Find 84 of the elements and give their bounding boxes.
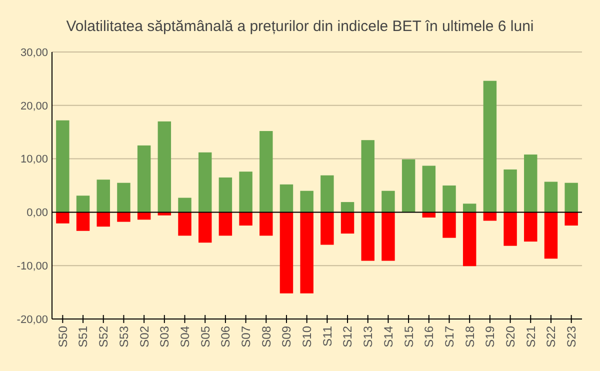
x-tick-label: S52 bbox=[96, 326, 111, 348]
bar bbox=[320, 175, 334, 212]
x-tick-label: S19 bbox=[483, 326, 498, 348]
bar bbox=[402, 159, 416, 212]
bar bbox=[76, 212, 90, 231]
bar bbox=[382, 212, 395, 261]
bar bbox=[340, 212, 354, 234]
bar bbox=[462, 212, 476, 266]
bar bbox=[218, 212, 232, 236]
y-tick-label: -10,00 bbox=[16, 260, 48, 272]
bar bbox=[320, 212, 334, 245]
bar bbox=[504, 212, 517, 246]
bar bbox=[544, 182, 558, 212]
x-tick-label: S14 bbox=[381, 326, 396, 348]
bar bbox=[280, 184, 294, 212]
bar bbox=[117, 212, 130, 222]
x-tick-label: S53 bbox=[116, 326, 131, 348]
bar bbox=[137, 212, 151, 220]
y-tick-label: 30,00 bbox=[20, 46, 48, 59]
bar bbox=[178, 198, 192, 212]
bar bbox=[422, 166, 436, 212]
bar bbox=[260, 131, 273, 212]
x-tick-label: S17 bbox=[442, 326, 456, 348]
x-tick-label: S04 bbox=[178, 326, 192, 348]
x-tick-label: S02 bbox=[137, 326, 152, 348]
bar bbox=[76, 196, 90, 212]
bar bbox=[158, 212, 172, 216]
bar bbox=[340, 202, 354, 212]
bar bbox=[361, 140, 374, 212]
x-tick-label: S22 bbox=[544, 326, 558, 348]
bar bbox=[158, 121, 172, 212]
bar bbox=[300, 212, 314, 294]
bar bbox=[564, 212, 578, 226]
x-tick-label: S16 bbox=[422, 326, 436, 348]
x-tick-label: S15 bbox=[402, 326, 416, 348]
bar bbox=[422, 212, 436, 218]
bar bbox=[300, 190, 314, 212]
x-tick-label: S18 bbox=[462, 326, 477, 348]
x-tick-label: S05 bbox=[198, 326, 212, 348]
x-tick-label: S10 bbox=[300, 326, 314, 348]
y-tick-label: -20,00 bbox=[16, 314, 48, 326]
bar bbox=[524, 212, 538, 242]
bar bbox=[361, 212, 374, 261]
bar bbox=[117, 182, 130, 212]
y-tick-label: 20,00 bbox=[20, 100, 48, 112]
bar bbox=[483, 80, 497, 212]
bar bbox=[442, 186, 456, 212]
x-tick-label: S06 bbox=[218, 326, 233, 348]
x-tick-label: S09 bbox=[280, 326, 294, 348]
x-tick-label: S13 bbox=[361, 326, 376, 348]
y-tick-label: 10,00 bbox=[20, 154, 48, 166]
bar bbox=[462, 204, 476, 212]
bar bbox=[178, 212, 192, 236]
bar bbox=[239, 212, 252, 226]
bar bbox=[137, 145, 151, 212]
bar bbox=[280, 212, 294, 294]
chart-title: Volatilitatea săptămânală a prețurilor din indicele BET în ultimele 6 luni bbox=[66, 18, 534, 35]
bar bbox=[239, 172, 252, 212]
bar bbox=[442, 212, 456, 238]
bar bbox=[483, 212, 497, 221]
x-tick-label: S12 bbox=[340, 326, 355, 348]
x-tick-label: S11 bbox=[320, 326, 334, 346]
bar bbox=[218, 177, 232, 212]
bar bbox=[56, 212, 70, 224]
bar bbox=[382, 190, 395, 212]
y-tick-label: 0,00 bbox=[26, 207, 48, 220]
bar bbox=[56, 120, 70, 212]
bar bbox=[96, 180, 110, 212]
x-tick-label: S20 bbox=[503, 326, 518, 348]
x-tick-label: S51 bbox=[76, 326, 90, 348]
x-tick-label: S50 bbox=[56, 326, 70, 348]
x-tick-label: S21 bbox=[524, 326, 538, 348]
x-tick-label: S23 bbox=[564, 326, 579, 348]
x-tick-label: S03 bbox=[158, 326, 172, 348]
bar bbox=[260, 212, 273, 236]
bar bbox=[544, 212, 558, 259]
bar bbox=[524, 154, 538, 212]
bar bbox=[198, 212, 212, 243]
x-tick-label: S07 bbox=[238, 326, 253, 348]
bar bbox=[564, 182, 578, 212]
bar bbox=[504, 169, 517, 212]
x-tick-label: S08 bbox=[259, 326, 274, 348]
bar bbox=[198, 152, 212, 212]
bar bbox=[96, 212, 110, 227]
